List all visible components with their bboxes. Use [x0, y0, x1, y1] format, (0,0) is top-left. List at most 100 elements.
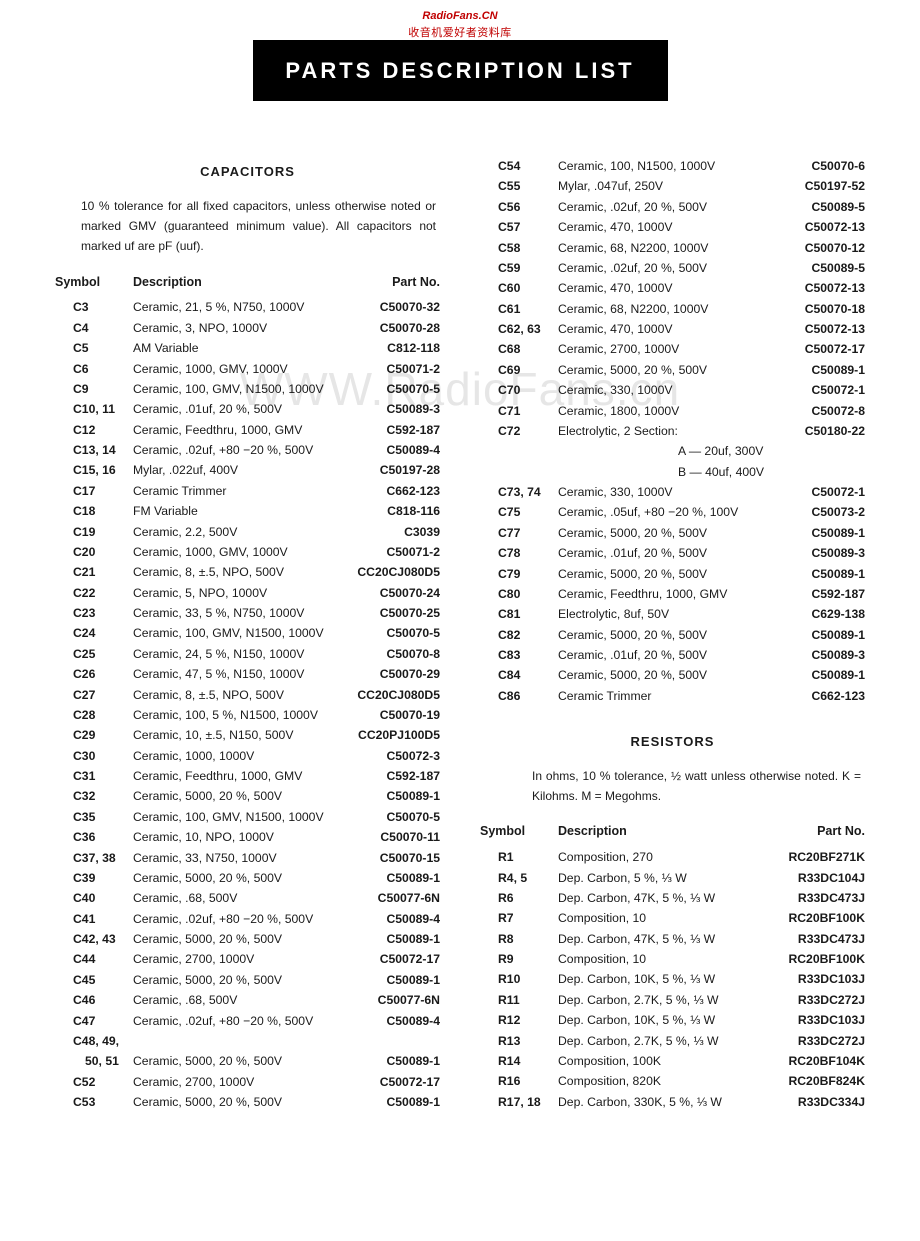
capacitors-table-head-left: Symbol Description Part No.	[55, 273, 440, 292]
cell-description: Ceramic, 33, N750, 1000V	[133, 848, 340, 868]
cell-description: Ceramic, .02uf, +80 −20 %, 500V	[133, 440, 340, 460]
table-row: C73, 74Ceramic, 330, 1000VC50072-1	[480, 482, 865, 502]
cell-description: Ceramic Trimmer	[558, 686, 765, 706]
table-row: C18FM VariableC818-116	[55, 501, 440, 521]
cell-partno: C50072-17	[340, 949, 440, 969]
capacitors-note: 10 % tolerance for all fixed capacitors,…	[81, 196, 436, 257]
cell-symbol: C40	[55, 888, 133, 908]
cell-symbol: C12	[55, 420, 133, 440]
cell-partno: C50089-3	[765, 543, 865, 563]
cell-description: Composition, 10	[558, 949, 765, 969]
head-symbol: Symbol	[480, 822, 558, 841]
cell-partno: C50070-5	[340, 379, 440, 399]
capacitors-rows-left: C3Ceramic, 21, 5 %, N750, 1000VC50070-32…	[55, 297, 440, 1112]
table-row: R7Composition, 10RC20BF100K	[480, 908, 865, 928]
cell-symbol: C46	[55, 990, 133, 1010]
cell-symbol: C4	[55, 318, 133, 338]
cell-symbol: R16	[480, 1071, 558, 1091]
head-description: Description	[133, 273, 340, 292]
cell-symbol: C77	[480, 523, 558, 543]
cell-partno: C50072-13	[765, 278, 865, 298]
cell-description: Dep. Carbon, 47K, 5 %, ⅓ W	[558, 929, 765, 949]
cell-partno: C629-138	[765, 604, 865, 624]
table-row: C78Ceramic, .01uf, 20 %, 500VC50089-3	[480, 543, 865, 563]
table-row: C54Ceramic, 100, N1500, 1000VC50070-6	[480, 156, 865, 176]
head-description: Description	[558, 822, 765, 841]
cell-partno: R33DC473J	[765, 929, 865, 949]
cell-symbol: C19	[55, 522, 133, 542]
table-row: C5AM VariableC812-118	[55, 338, 440, 358]
page-title: PARTS DESCRIPTION LIST	[253, 40, 668, 101]
table-row: C32Ceramic, 5000, 20 %, 500VC50089-1	[55, 786, 440, 806]
cell-partno: C50070-29	[340, 664, 440, 684]
cell-partno: C50070-6	[765, 156, 865, 176]
cell-partno: CC20PJ100D5	[340, 725, 440, 745]
cell-symbol: C54	[480, 156, 558, 176]
table-row: C22Ceramic, 5, NPO, 1000VC50070-24	[55, 583, 440, 603]
cell-description: Ceramic, 24, 5 %, N150, 1000V	[133, 644, 340, 664]
cell-description: Dep. Carbon, 2.7K, 5 %, ⅓ W	[558, 1031, 765, 1051]
resistors-table-head: Symbol Description Part No.	[480, 822, 865, 841]
spacer	[480, 706, 865, 726]
cell-symbol: C41	[55, 909, 133, 929]
table-row: C40Ceramic, .68, 500VC50077-6N	[55, 888, 440, 908]
cell-description: B — 40uf, 400V	[558, 462, 765, 482]
cell-partno: RC20BF100K	[765, 949, 865, 969]
cell-description: Ceramic, 2700, 1000V	[558, 339, 765, 359]
cell-description: Electrolytic, 8uf, 50V	[558, 604, 765, 624]
cell-description: Ceramic, 21, 5 %, N750, 1000V	[133, 297, 340, 317]
table-row: C82Ceramic, 5000, 20 %, 500VC50089-1	[480, 625, 865, 645]
cell-symbol: C73, 74	[480, 482, 558, 502]
cell-partno: C50089-1	[765, 523, 865, 543]
table-row: C44Ceramic, 2700, 1000VC50072-17	[55, 949, 440, 969]
watermark-line2: 收音机爱好者资料库	[0, 25, 920, 42]
cell-symbol: C75	[480, 502, 558, 522]
cell-description: Ceramic, 100, 5 %, N1500, 1000V	[133, 705, 340, 725]
cell-partno: R33DC334J	[765, 1092, 865, 1112]
cell-partno: RC20BF104K	[765, 1051, 865, 1071]
cell-partno: C50089-1	[340, 786, 440, 806]
cell-symbol: C61	[480, 299, 558, 319]
cell-symbol: C47	[55, 1011, 133, 1031]
cell-partno: C50089-1	[340, 929, 440, 949]
cell-symbol: C36	[55, 827, 133, 847]
cell-symbol: C80	[480, 584, 558, 604]
cell-symbol: R10	[480, 969, 558, 989]
table-row: R6Dep. Carbon, 47K, 5 %, ⅓ WR33DC473J	[480, 888, 865, 908]
table-row: C17Ceramic TrimmerC662-123	[55, 481, 440, 501]
cell-partno: C50089-1	[765, 665, 865, 685]
cell-description: Ceramic Trimmer	[133, 481, 340, 501]
table-row: C45Ceramic, 5000, 20 %, 500VC50089-1	[55, 970, 440, 990]
cell-partno: C50089-1	[340, 868, 440, 888]
cell-partno: R33DC103J	[765, 969, 865, 989]
table-row: C10, 11Ceramic, .01uf, 20 %, 500VC50089-…	[55, 399, 440, 419]
cell-description: Ceramic, 1000, GMV, 1000V	[133, 542, 340, 562]
table-row: C55Mylar, .047uf, 250VC50197-52	[480, 176, 865, 196]
cell-symbol: C25	[55, 644, 133, 664]
cell-description: Electrolytic, 2 Section:	[558, 421, 765, 441]
cell-description: Ceramic, 330, 1000V	[558, 380, 765, 400]
cell-partno: C50089-5	[765, 258, 865, 278]
left-column: CAPACITORS 10 % tolerance for all fixed …	[55, 156, 440, 1112]
table-row: R14Composition, 100KRC20BF104K	[480, 1051, 865, 1071]
table-row: C68Ceramic, 2700, 1000VC50072-17	[480, 339, 865, 359]
cell-description: Composition, 820K	[558, 1071, 765, 1091]
cell-description: Ceramic, 10, ±.5, N150, 500V	[133, 725, 340, 745]
table-row: C56Ceramic, .02uf, 20 %, 500VC50089-5	[480, 197, 865, 217]
columns: CAPACITORS 10 % tolerance for all fixed …	[55, 156, 865, 1112]
table-row: C41Ceramic, .02uf, +80 −20 %, 500VC50089…	[55, 909, 440, 929]
cell-partno: RC20BF100K	[765, 908, 865, 928]
table-row: C58Ceramic, 68, N2200, 1000VC50070-12	[480, 238, 865, 258]
cell-symbol: C37, 38	[55, 848, 133, 868]
table-row: R13Dep. Carbon, 2.7K, 5 %, ⅓ WR33DC272J	[480, 1031, 865, 1051]
cell-description: Ceramic, 470, 1000V	[558, 278, 765, 298]
cell-symbol: C57	[480, 217, 558, 237]
table-row: C80Ceramic, Feedthru, 1000, GMVC592-187	[480, 584, 865, 604]
table-row: C42, 43Ceramic, 5000, 20 %, 500VC50089-1	[55, 929, 440, 949]
cell-partno: C50072-13	[765, 217, 865, 237]
cell-symbol: C79	[480, 564, 558, 584]
cell-symbol: C82	[480, 625, 558, 645]
cell-description: AM Variable	[133, 338, 340, 358]
cell-partno: C50089-4	[340, 909, 440, 929]
cell-symbol: C69	[480, 360, 558, 380]
